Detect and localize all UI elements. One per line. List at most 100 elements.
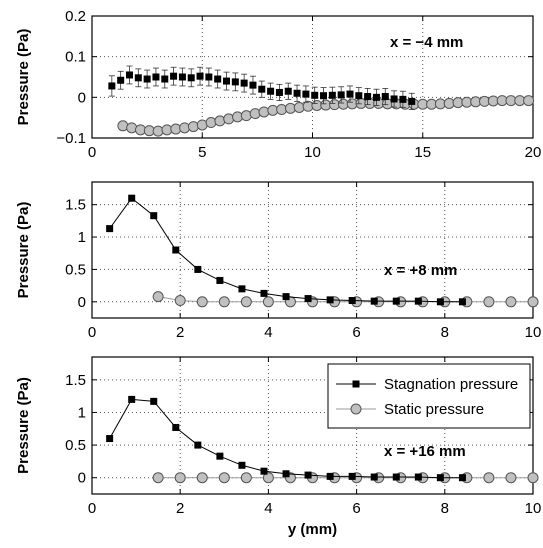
- stagnation-point: [128, 395, 136, 403]
- static-point: [527, 296, 539, 308]
- stagnation-point: [205, 73, 213, 81]
- static-point: [218, 296, 230, 308]
- static-point: [249, 108, 261, 120]
- stagnation-point: [106, 435, 114, 443]
- x-tick-label: 10: [304, 144, 321, 161]
- y-tick-label: 0.5: [65, 437, 86, 454]
- stagnation-point: [414, 473, 422, 481]
- stagnation-point: [337, 91, 345, 99]
- plot-frame: [91, 356, 534, 495]
- stagnation-point: [392, 297, 400, 305]
- stagnation-point: [128, 194, 136, 202]
- stagnation-line: [109, 197, 463, 303]
- y-tick-label: 0.5: [65, 261, 86, 278]
- stagnation-point: [348, 297, 356, 305]
- legend-static-marker: [350, 403, 362, 415]
- stagnation-series: [106, 395, 466, 482]
- static-point: [218, 472, 230, 484]
- x-tick-label: 20: [525, 144, 542, 161]
- x-tick-label: 8: [441, 324, 449, 341]
- stagnation-point: [284, 87, 292, 95]
- static-point: [523, 95, 535, 107]
- stagnation-point: [436, 474, 444, 482]
- static-line: [158, 296, 533, 303]
- panel-annotation: x = +8 mm: [384, 262, 457, 279]
- static-series: [117, 95, 535, 137]
- stagnation-point: [326, 296, 334, 304]
- legend-label-static: Static pressure: [384, 401, 484, 418]
- stagnation-point: [161, 75, 169, 83]
- x-tick-label: 8: [441, 500, 449, 517]
- stagnation-point: [187, 74, 195, 82]
- stagnation-point: [106, 225, 114, 233]
- stagnation-point: [390, 95, 398, 103]
- static-point: [174, 472, 186, 484]
- stagnation-point: [346, 90, 354, 98]
- stagnation-point: [311, 91, 319, 99]
- x-tick-label: 10: [525, 500, 542, 517]
- stagnation-point: [238, 285, 246, 293]
- legend: Stagnation pressure Static pressure: [327, 363, 531, 429]
- stagnation-point: [414, 297, 422, 305]
- stagnation-point: [117, 76, 125, 84]
- stagnation-point: [304, 295, 312, 303]
- x-tick-label: 0: [88, 144, 96, 161]
- stagnation-series: [108, 65, 416, 110]
- stagnation-point: [214, 75, 222, 83]
- stagnation-point: [328, 91, 336, 99]
- x-tick-label: 2: [176, 324, 184, 341]
- y-axis-title: Pressure (Pa): [15, 377, 32, 474]
- y-tick-label: 1.5: [65, 372, 86, 389]
- y-tick-label: 1: [78, 404, 86, 421]
- y-tick-label: −0.1: [56, 130, 86, 147]
- static-point: [196, 296, 208, 308]
- stagnation-point: [152, 73, 160, 81]
- stagnation-point: [196, 72, 204, 80]
- y-axis-title: Pressure (Pa): [15, 202, 32, 299]
- static-point: [240, 110, 252, 122]
- stagnation-series: [106, 194, 466, 306]
- stagnation-point: [282, 293, 290, 301]
- stagnation-point: [238, 461, 246, 469]
- static-point: [205, 117, 217, 129]
- y-axis-title: Pressure (Pa): [15, 29, 32, 126]
- x-tick-label: 4: [264, 324, 272, 341]
- x-tick-label: 2: [176, 500, 184, 517]
- stagnation-point: [355, 92, 363, 100]
- stagnation-point: [302, 90, 310, 98]
- stagnation-point: [258, 85, 266, 93]
- static-point: [505, 296, 517, 308]
- stagnation-point: [364, 93, 372, 101]
- stagnation-point: [150, 397, 158, 405]
- stagnation-point: [249, 81, 257, 89]
- y-tick-label: 0.2: [65, 8, 86, 25]
- stagnation-point: [436, 298, 444, 306]
- y-tick-label: 0: [78, 470, 86, 487]
- stagnation-point: [172, 246, 180, 254]
- legend-box: [327, 363, 531, 429]
- x-tick-label: 6: [352, 500, 360, 517]
- stagnation-point: [458, 298, 466, 306]
- static-point: [187, 121, 199, 133]
- static-point: [152, 472, 164, 484]
- stagnation-point: [216, 452, 224, 460]
- x-tick-label: 0: [88, 324, 96, 341]
- x-tick-label: 10: [525, 324, 542, 341]
- stagnation-point: [458, 474, 466, 482]
- x-tick-label: 15: [414, 144, 431, 161]
- static-point: [262, 472, 274, 484]
- plot-frame: [91, 181, 534, 319]
- stagnation-point: [172, 423, 180, 431]
- y-tick-label: 1.5: [65, 197, 86, 214]
- stagnation-point: [170, 72, 178, 80]
- stagnation-point: [231, 78, 239, 86]
- static-point: [505, 472, 517, 484]
- x-tick-label: 6: [352, 324, 360, 341]
- stagnation-point: [260, 289, 268, 297]
- static-point: [196, 472, 208, 484]
- legend-stagnation-marker: [352, 380, 360, 388]
- static-point: [152, 291, 164, 303]
- stagnation-point: [134, 74, 142, 82]
